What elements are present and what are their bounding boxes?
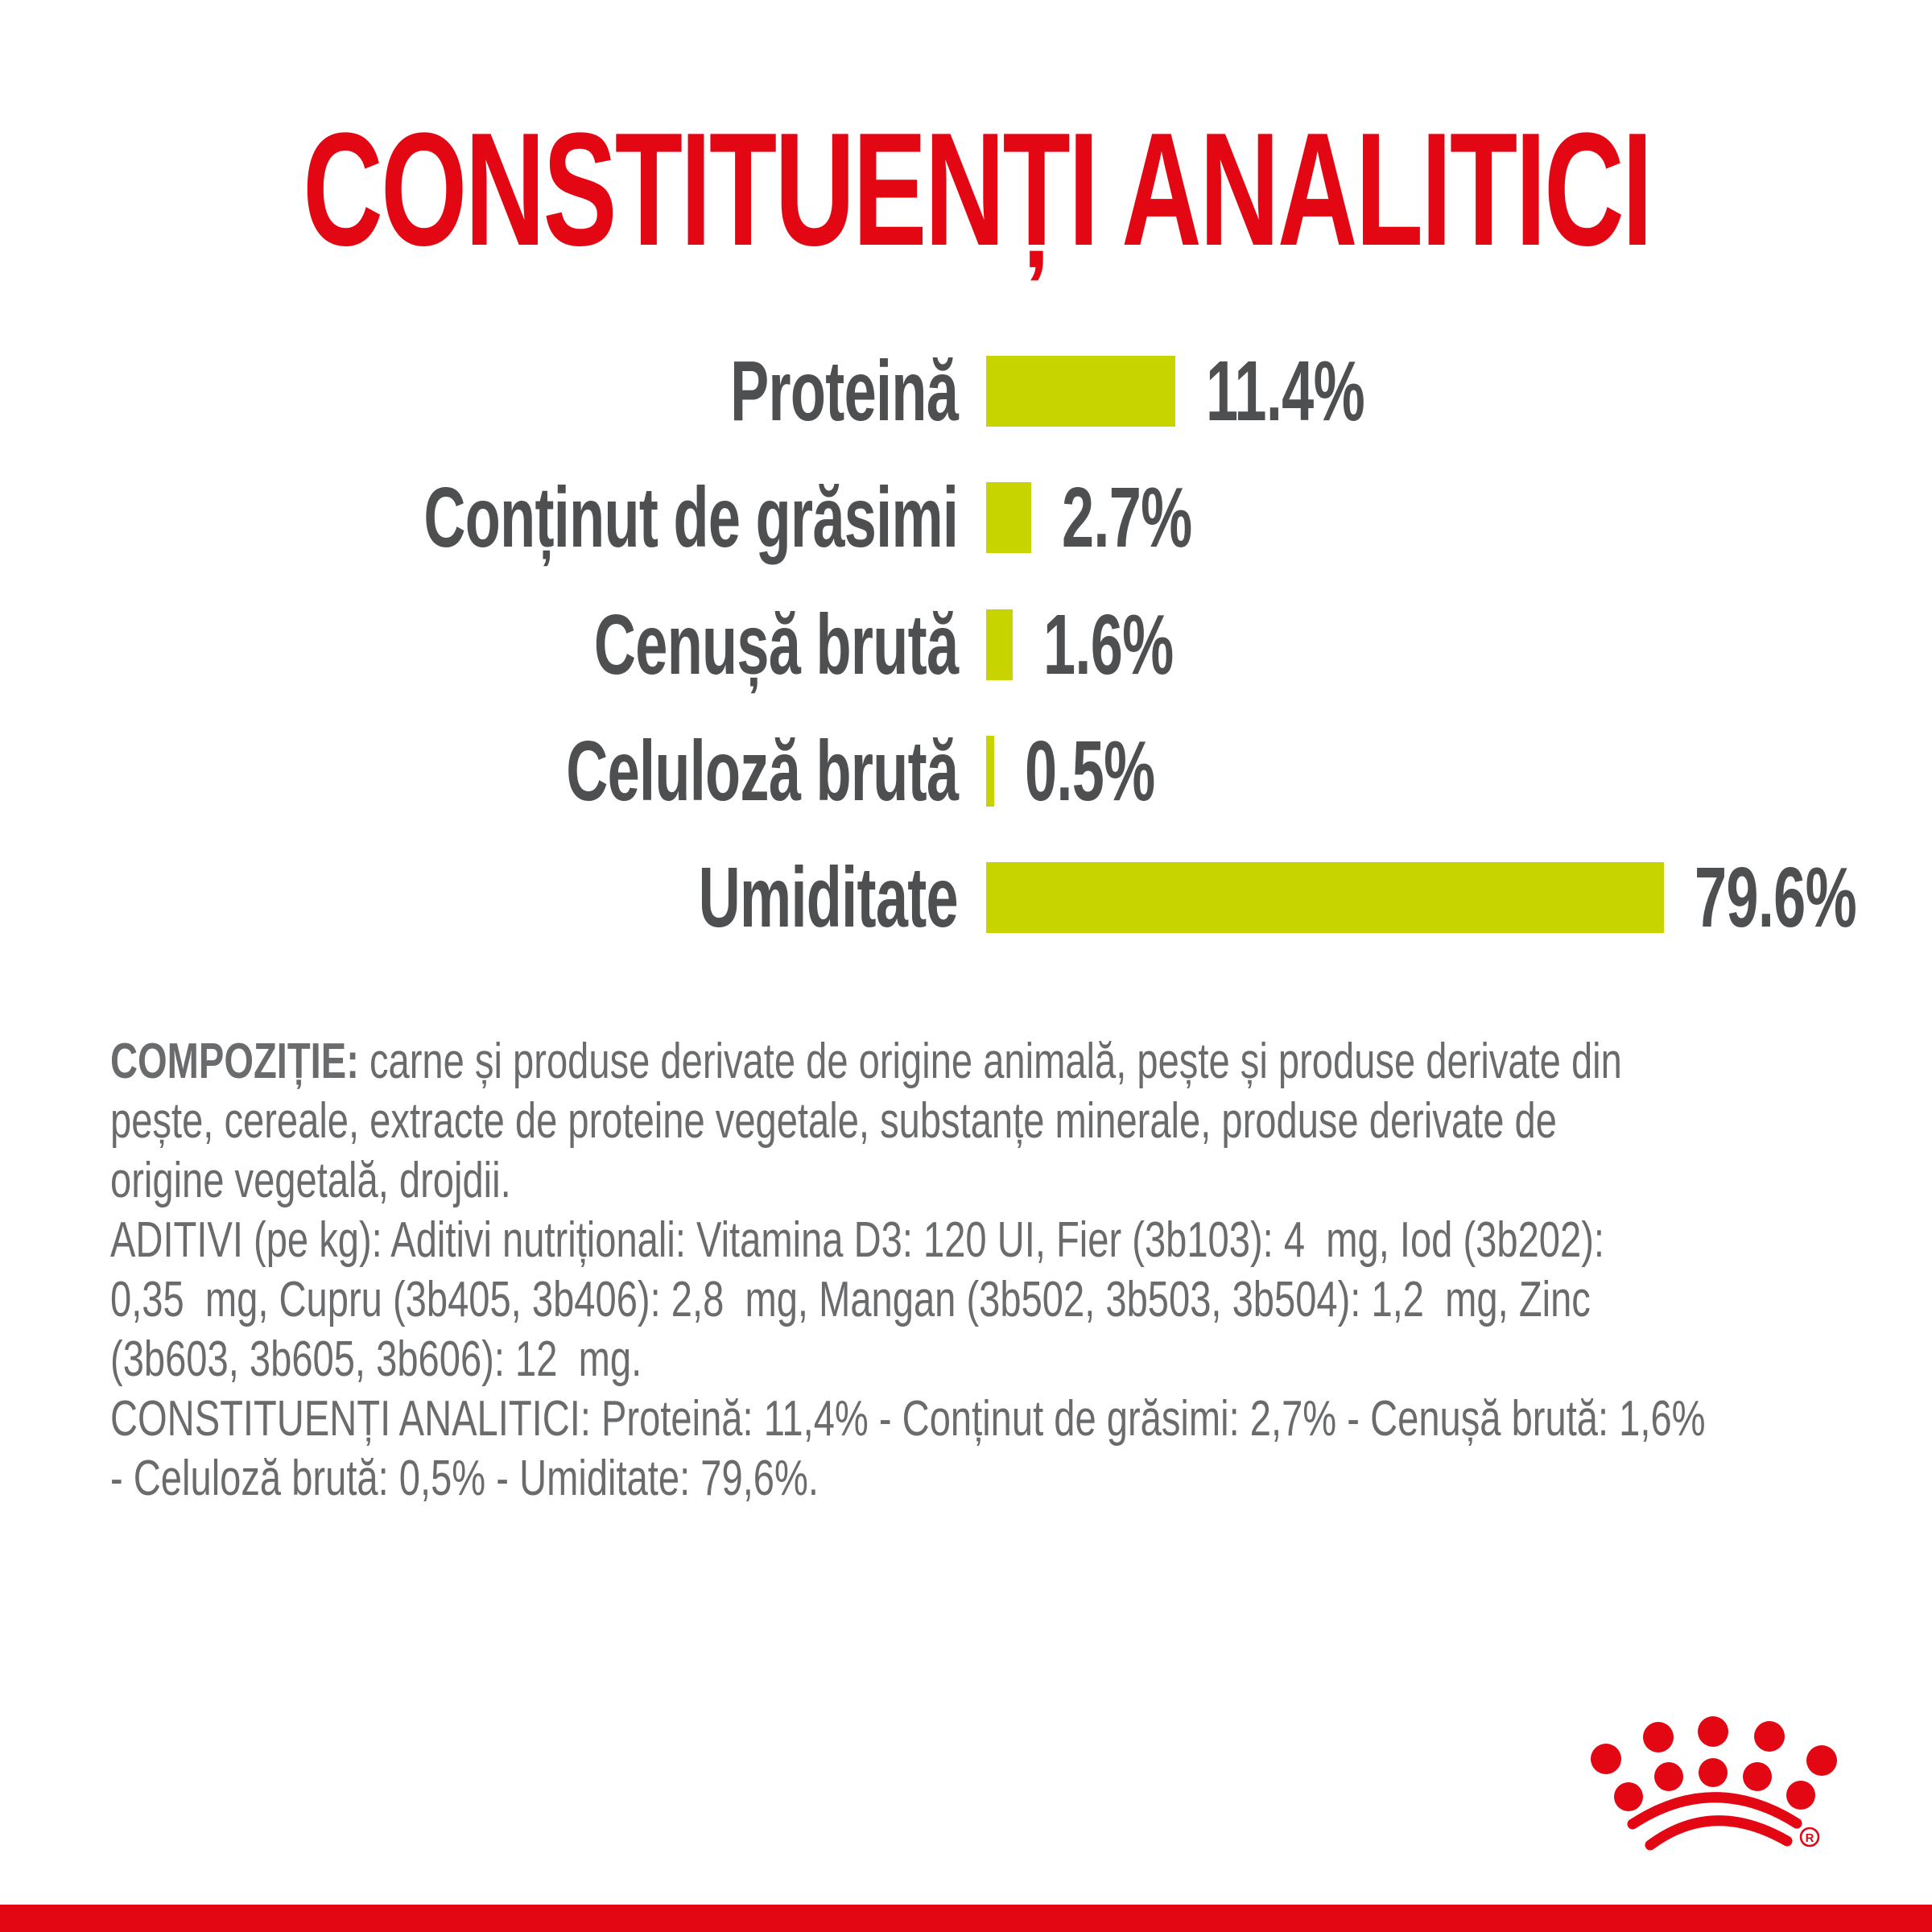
chart-row: Conținut de grăsimi 2.7% [0, 469, 1932, 565]
chart-row: Celuloză brută 0.5% [0, 723, 1932, 819]
bar-label: Proteină [730, 343, 959, 439]
bar [986, 736, 994, 807]
composition-text-line: ADITIVI (pe kg): Aditivi nutriționali: V… [110, 1212, 1604, 1268]
bar-value: 1.6% [1043, 597, 1174, 692]
composition-text-line: CONSTITUENȚI ANALITICI: Proteină: 11,4% … [110, 1391, 1706, 1447]
registered-trademark-icon: R [1799, 1827, 1820, 1847]
crown-arcs [1627, 1792, 1802, 1851]
bar [986, 862, 1664, 933]
bottom-red-strip [0, 1905, 1932, 1932]
analytical-constituents-chart: Proteină 11.4% Conținut de grăsimi 2.7% Cenu… [0, 343, 1932, 945]
page-title: CONSTITUENȚI ANALITICI [0, 97, 1932, 283]
bar-value: 0.5% [1025, 723, 1155, 819]
bar-value: 2.7% [1062, 469, 1192, 565]
composition-text-line: origine vegetală, drojdii. [110, 1153, 511, 1208]
chart-row: Proteină 11.4% [0, 343, 1932, 439]
bar-label: Umiditate [698, 849, 959, 945]
bar-value: 11.4% [1206, 343, 1365, 439]
bar [986, 609, 1013, 680]
bar-label: Conținut de grăsimi [423, 469, 959, 565]
page-title-text: CONSTITUENȚI ANALITICI [303, 100, 1653, 279]
bar-label: Celuloză brută [565, 723, 959, 819]
composition-text-block: COMPOZIȚIE: carne și produse derivate de… [110, 1032, 1881, 1509]
chart-row: Umiditate 79.6% [0, 849, 1932, 945]
crown-dots [1591, 1716, 1837, 1811]
bar-label: Cenușă brută [593, 597, 959, 692]
bar-value: 79.6% [1695, 849, 1857, 945]
svg-text:R: R [1806, 1831, 1814, 1845]
composition-text-line: 0,35 mg, Cupru (3b405, 3b406): 2,8 mg, M… [110, 1272, 1591, 1327]
bar [986, 482, 1031, 553]
composition-text-line: pește, cereale, extracte de proteine veg… [110, 1093, 1557, 1149]
chart-row: Cenușă brută 1.6% [0, 597, 1932, 692]
composition-text-line: - Celuloză brută: 0,5% - Umiditate: 79,6… [110, 1451, 819, 1506]
bar [986, 356, 1175, 427]
composition-text-line: COMPOZIȚIE: carne și produse derivate de… [110, 1034, 1622, 1089]
royal-canin-crown-logo: R [1591, 1716, 1837, 1851]
composition-text-line: (3b603, 3b605, 3b606): 12 mg. [110, 1331, 642, 1387]
